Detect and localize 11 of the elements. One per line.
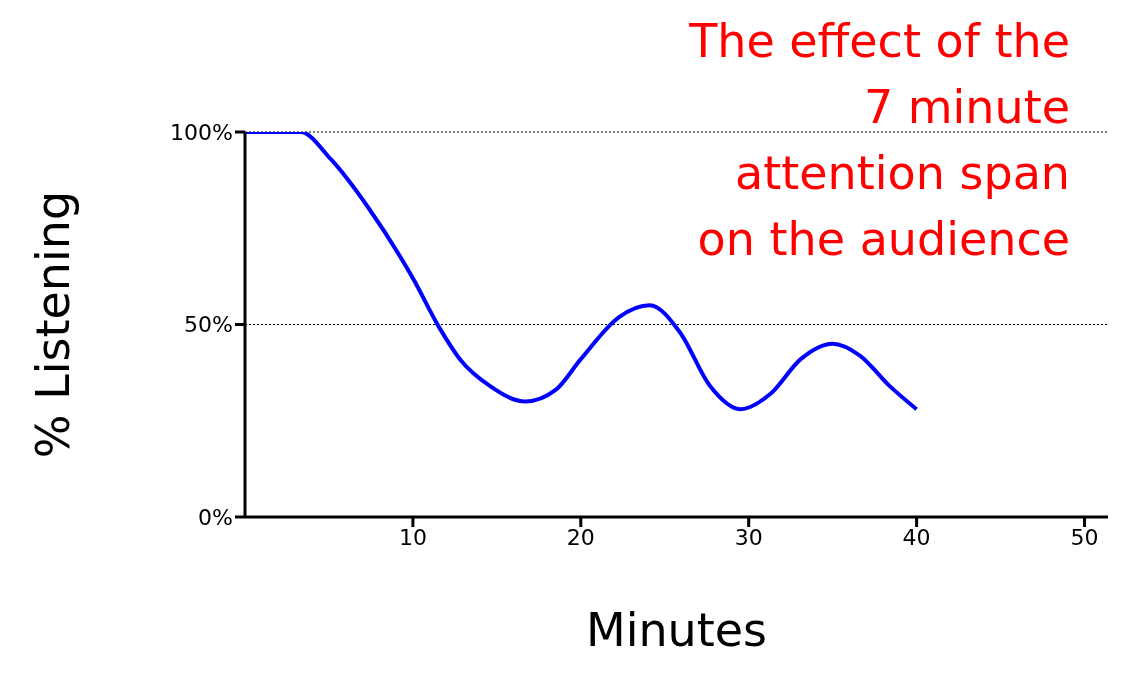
x-axis-title: Minutes	[585, 603, 768, 657]
x-tick-label: 20	[566, 524, 595, 550]
chart-title: The effect of the 7 minute attention span on the audience	[688, 13, 1070, 268]
y-tick-label: 50%	[184, 312, 233, 338]
x-tick-label: 10	[398, 524, 427, 550]
y-tick-label: 100%	[170, 119, 233, 145]
y-tick-label: 0%	[198, 504, 233, 530]
x-tick-label: 50	[1070, 524, 1099, 550]
x-tick-label: 30	[734, 524, 763, 550]
y-axis-title: % Listening	[26, 190, 81, 459]
x-tick-label: 40	[902, 524, 931, 550]
